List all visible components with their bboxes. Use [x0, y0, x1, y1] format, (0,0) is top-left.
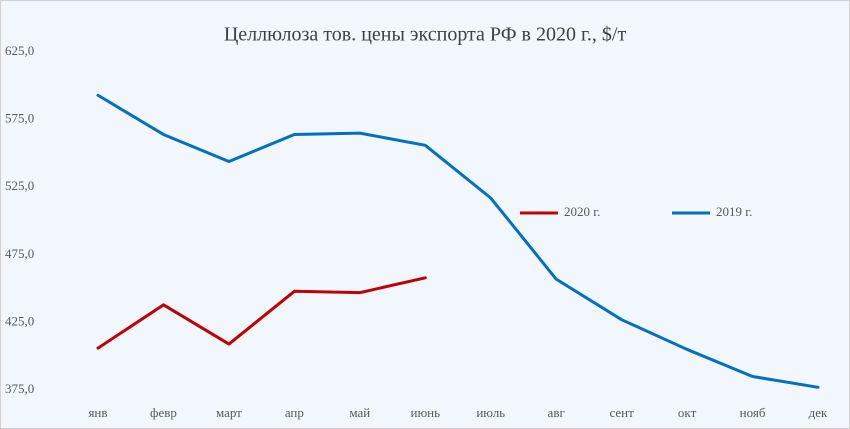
x-tick-label: авг [548, 405, 565, 420]
x-tick-label: апр [285, 405, 304, 420]
series-line [96, 276, 427, 350]
x-tick-label: май [349, 405, 370, 420]
series-line [96, 93, 820, 389]
x-tick-label: окт [678, 405, 697, 420]
y-tick-label: 575,0 [5, 111, 34, 126]
x-tick-label: янв [88, 405, 107, 420]
x-tick-label: июнь [410, 405, 440, 420]
x-tick-label: нояб [740, 405, 766, 420]
x-tick-label: март [216, 405, 242, 420]
x-tick-label: июль [476, 405, 505, 420]
y-tick-label: 375,0 [5, 381, 34, 396]
y-tick-label: 475,0 [5, 246, 34, 261]
x-tick-label: дек [809, 405, 828, 420]
y-tick-label: 525,0 [5, 178, 34, 193]
x-tick-label: сент [609, 405, 634, 420]
y-tick-label: 625,0 [5, 43, 34, 58]
legend-label: 2019 г. [716, 204, 752, 219]
y-tick-label: 425,0 [5, 313, 34, 328]
chart-title: Целлюлоза тов. цены экспорта РФ в 2020 г… [224, 24, 627, 46]
x-tick-label: февр [150, 405, 177, 420]
legend-label: 2020 г. [564, 204, 600, 219]
